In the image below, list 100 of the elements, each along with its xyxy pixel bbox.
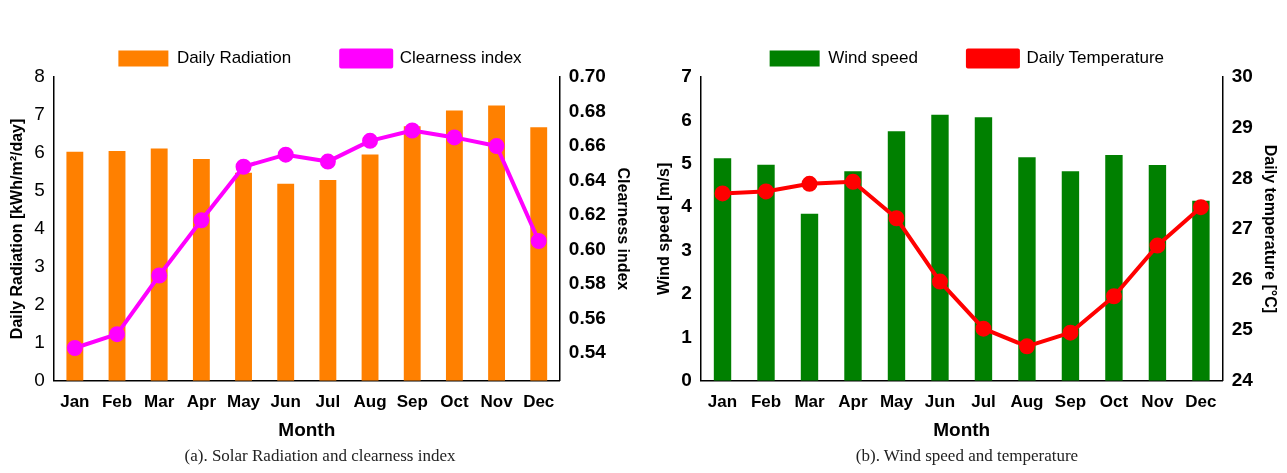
legend-label: Wind speed [828, 48, 918, 68]
bar [319, 179, 337, 381]
y2-axis-title: Clearness index [614, 167, 632, 291]
y-tick-label: 2 [681, 282, 692, 304]
x-tick-label: Oct [440, 391, 469, 411]
bar [757, 164, 775, 381]
y-axis-title: Daily Radiation [kWh/m²/day] [8, 118, 26, 340]
legend-label: Clearness index [399, 48, 523, 68]
y2-tick-label: 24 [1231, 369, 1254, 391]
x-tick-label: Feb [750, 391, 782, 411]
y-tick-label: 1 [681, 325, 693, 347]
y-tick-label: 4 [681, 195, 693, 217]
point [844, 173, 861, 190]
point [109, 326, 126, 343]
point [66, 340, 83, 356]
y2-axis-title: Daily temperature [°C] [1261, 144, 1279, 314]
x-tick-label: Aug [353, 391, 387, 411]
y-axis-title: Wind speed [m/s] [655, 162, 673, 296]
y2-tick-label: 25 [1231, 318, 1254, 340]
x-tick-label: Jan [60, 391, 90, 411]
bar [800, 213, 819, 381]
point [151, 267, 168, 284]
x-tick-label: Jun [924, 391, 956, 411]
text: (b). Wind speed and temperature [854, 446, 1080, 466]
y-tick-label: 6 [34, 141, 45, 163]
y2-tick-label: 27 [1231, 217, 1253, 239]
x-tick-label: Jul [315, 391, 341, 411]
y-tick-label: 8 [34, 65, 45, 87]
y-tick-label: 0 [681, 369, 692, 391]
point [404, 122, 421, 139]
x-tick-label: Feb [101, 391, 133, 411]
bar [844, 171, 862, 381]
y2-tick-label: 0.62 [568, 203, 606, 225]
bar [713, 158, 732, 381]
bar [445, 110, 463, 381]
point [446, 129, 463, 146]
x-tick-label: Sep [396, 391, 428, 411]
legend-label: Daily Temperature [1026, 48, 1165, 68]
bar [235, 172, 252, 381]
point [319, 153, 336, 170]
y-tick-label: 5 [34, 179, 45, 201]
point [1105, 288, 1122, 305]
x-tick-label: Nov [480, 391, 514, 411]
bar [974, 117, 993, 381]
bar [488, 105, 505, 381]
x-axis-title: Month [278, 418, 336, 440]
bar [192, 159, 210, 381]
y2-tick-label: 0.56 [568, 306, 606, 328]
y-tick-label: 7 [34, 103, 45, 125]
legend-label: Daily Radiation [176, 48, 292, 68]
y-tick-label: 0 [34, 369, 45, 391]
point [277, 146, 294, 163]
x-tick-label: May [879, 391, 914, 411]
y-tick-label: 5 [681, 152, 693, 174]
point [714, 185, 731, 202]
y2-tick-label: 0.58 [568, 272, 606, 294]
bar [403, 126, 421, 381]
point [1149, 237, 1166, 254]
y2-tick-label: 28 [1231, 166, 1253, 188]
x-tick-label: Dec [1185, 391, 1217, 411]
x-tick-label: Nov [1141, 391, 1175, 411]
y2-tick-label: 0.64 [568, 168, 607, 190]
y2-tick-label: 0.70 [568, 65, 606, 87]
bar [108, 151, 126, 381]
text: (a). Solar Radiation and clearness index [183, 446, 457, 466]
point [888, 210, 905, 227]
y2-tick-label: 30 [1231, 65, 1253, 87]
y-tick-label: 1 [34, 331, 45, 353]
point [758, 183, 774, 200]
x-axis-title: Month [933, 418, 991, 440]
bar [1192, 200, 1210, 381]
x-tick-label: Mar [144, 391, 175, 411]
point [931, 273, 948, 290]
y2-tick-label: 0.66 [568, 134, 606, 156]
x-tick-label: Aug [1010, 391, 1044, 411]
y-tick-label: 3 [681, 238, 692, 260]
bar [277, 183, 295, 381]
y2-tick-label: 29 [1231, 115, 1253, 137]
bar [1061, 171, 1080, 381]
x-tick-label: Apr [838, 391, 869, 411]
point [1192, 199, 1209, 216]
point [1018, 338, 1035, 355]
bar [150, 148, 168, 381]
bar [1148, 165, 1167, 381]
bar [931, 114, 949, 381]
y-tick-label: 4 [34, 217, 46, 239]
point [530, 232, 547, 249]
x-tick-label: Apr [186, 391, 217, 411]
point [362, 132, 379, 149]
bar [530, 127, 548, 381]
y-tick-label: 6 [681, 108, 692, 130]
x-tick-label: Mar [794, 391, 825, 411]
bar [1018, 157, 1036, 381]
point [975, 320, 992, 337]
x-tick-label: Oct [1099, 391, 1129, 411]
bar [887, 131, 906, 381]
y2-tick-label: 0.60 [568, 237, 606, 259]
bar [66, 151, 84, 381]
y-tick-label: 2 [34, 293, 45, 315]
y2-tick-label: 0.54 [568, 341, 607, 363]
